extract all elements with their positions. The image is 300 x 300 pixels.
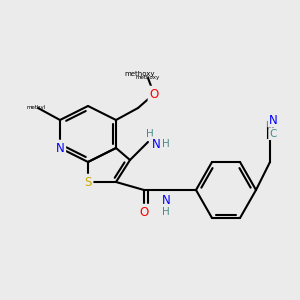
Text: C: C — [269, 129, 277, 139]
Text: N: N — [56, 142, 64, 154]
Text: O: O — [140, 206, 148, 218]
Text: N: N — [268, 113, 278, 127]
Text: H: H — [162, 207, 170, 217]
Text: H: H — [146, 129, 154, 139]
Text: methyl: methyl — [26, 106, 46, 110]
Text: methoxy: methoxy — [136, 76, 160, 80]
Text: N: N — [162, 194, 170, 206]
Text: H: H — [162, 139, 170, 149]
Text: S: S — [84, 176, 92, 188]
Text: methoxy: methoxy — [125, 71, 155, 77]
Text: N: N — [152, 137, 160, 151]
Text: O: O — [149, 88, 159, 100]
